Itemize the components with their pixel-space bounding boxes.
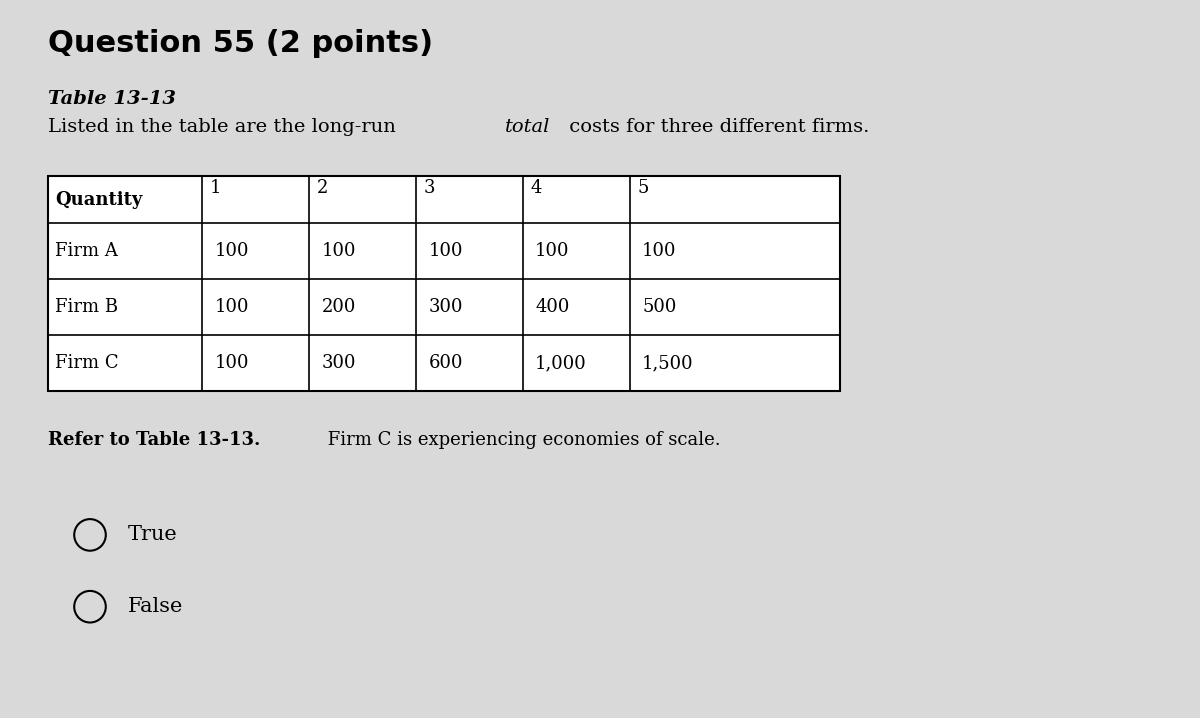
Text: 1,500: 1,500 — [642, 354, 694, 373]
Text: 400: 400 — [535, 298, 570, 317]
Text: 500: 500 — [642, 298, 677, 317]
Text: 100: 100 — [215, 298, 248, 317]
Text: 1: 1 — [210, 179, 221, 197]
Text: Listed in the table are the long-run: Listed in the table are the long-run — [48, 118, 402, 136]
Text: 600: 600 — [428, 354, 463, 373]
Text: 300: 300 — [428, 298, 463, 317]
Text: Firm C: Firm C — [55, 354, 119, 373]
Text: 100: 100 — [322, 242, 356, 261]
Text: Firm B: Firm B — [55, 298, 119, 317]
Text: costs for three different firms.: costs for three different firms. — [564, 118, 870, 136]
Text: True: True — [127, 526, 178, 544]
Text: total: total — [505, 118, 551, 136]
Text: Question 55 (2 points): Question 55 (2 points) — [48, 29, 433, 57]
Text: Firm C is experiencing economies of scale.: Firm C is experiencing economies of scal… — [322, 431, 721, 449]
Text: 300: 300 — [322, 354, 356, 373]
Text: 4: 4 — [530, 179, 541, 197]
Text: False: False — [127, 597, 182, 616]
Text: 100: 100 — [428, 242, 463, 261]
Text: 200: 200 — [322, 298, 355, 317]
Text: Table 13-13: Table 13-13 — [48, 90, 176, 108]
Text: 100: 100 — [215, 354, 248, 373]
Text: 1,000: 1,000 — [535, 354, 587, 373]
Text: 100: 100 — [215, 242, 248, 261]
Text: Refer to Table 13-13.: Refer to Table 13-13. — [48, 431, 260, 449]
Text: 100: 100 — [642, 242, 677, 261]
Text: Quantity: Quantity — [55, 190, 143, 209]
Text: 5: 5 — [637, 179, 649, 197]
Text: 2: 2 — [317, 179, 328, 197]
Text: Firm A: Firm A — [55, 242, 118, 261]
Text: 3: 3 — [424, 179, 434, 197]
Text: 100: 100 — [535, 242, 570, 261]
